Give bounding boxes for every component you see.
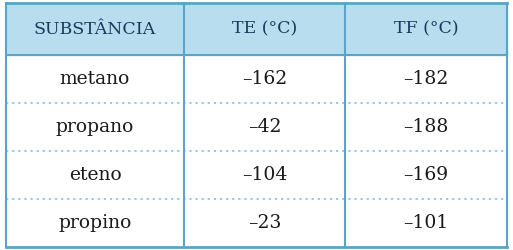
Text: –104: –104 [242,166,287,184]
Text: –169: –169 [403,166,448,184]
Text: –101: –101 [403,214,448,232]
Bar [6,3,507,56]
Text: –188: –188 [403,118,449,136]
Text: propino: propino [58,214,132,232]
Text: propano: propano [56,118,134,136]
Text: metano: metano [60,70,130,88]
Text: –162: –162 [242,70,287,88]
Text: –42: –42 [248,118,281,136]
Text: TE (°C): TE (°C) [232,21,297,38]
Text: –182: –182 [403,70,449,88]
Text: SUBSTÂNCIA: SUBSTÂNCIA [34,21,156,38]
Text: eteno: eteno [69,166,122,184]
Text: TF (°C): TF (°C) [393,21,458,38]
Text: –23: –23 [248,214,281,232]
